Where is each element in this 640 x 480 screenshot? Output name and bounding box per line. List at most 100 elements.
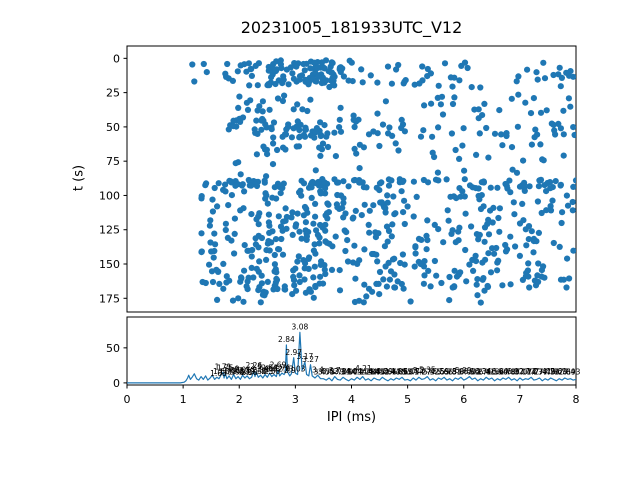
peak-annotation: 1.75 bbox=[217, 363, 234, 372]
scatter-point bbox=[398, 188, 405, 195]
scatter-point bbox=[321, 122, 328, 129]
scatter-point bbox=[526, 284, 533, 291]
scatter-point bbox=[472, 252, 479, 259]
peak-annotation: 1.68 bbox=[213, 367, 230, 376]
peak-annotation: 6.5 bbox=[486, 368, 498, 377]
scatter-point bbox=[200, 60, 207, 68]
scatter-point bbox=[478, 192, 485, 199]
scatter-point bbox=[431, 257, 438, 265]
peak-annotation: 1.79 bbox=[219, 368, 236, 377]
hist-x-ticklabel: 7 bbox=[516, 393, 523, 406]
scatter-point bbox=[382, 263, 389, 270]
scatter-point bbox=[479, 259, 486, 266]
scatter-point bbox=[446, 297, 453, 304]
scatter-point bbox=[417, 261, 424, 268]
scatter-point bbox=[322, 185, 329, 192]
scatter-point bbox=[434, 169, 441, 176]
scatter-point bbox=[287, 64, 294, 71]
scatter-point bbox=[322, 227, 329, 234]
scatter-point bbox=[547, 207, 555, 214]
scatter-point bbox=[450, 193, 457, 200]
scatter-point bbox=[569, 198, 576, 206]
scatter-point bbox=[572, 177, 576, 184]
scatter-point bbox=[423, 232, 430, 239]
peak-annotation: 7.84 bbox=[559, 368, 576, 377]
scatter-point bbox=[274, 95, 282, 102]
scatter-point bbox=[293, 143, 300, 150]
scatter-point bbox=[400, 209, 407, 216]
scatter-point bbox=[247, 182, 255, 189]
scatter-point bbox=[229, 297, 237, 304]
scatter-point bbox=[269, 194, 276, 201]
scatter-point bbox=[410, 213, 417, 220]
peak-annotation: 2.06 bbox=[234, 365, 251, 374]
scatter-point bbox=[552, 178, 559, 185]
scatter-point bbox=[278, 65, 285, 72]
scatter-point bbox=[374, 258, 381, 265]
scatter-point bbox=[223, 279, 230, 286]
scatter-point bbox=[289, 231, 296, 238]
scatter-point bbox=[210, 254, 217, 261]
scatter-point bbox=[421, 102, 428, 109]
peak-annotation: 6.2 bbox=[469, 368, 481, 377]
scatter-point bbox=[261, 292, 268, 299]
scatter-point bbox=[189, 61, 196, 68]
peak-annotation: 4.86 bbox=[391, 368, 408, 377]
scatter-point bbox=[354, 260, 361, 267]
scatter-point bbox=[274, 285, 281, 293]
scatter-point bbox=[231, 230, 238, 237]
scatter-point bbox=[296, 126, 303, 134]
scatter-point bbox=[199, 278, 206, 286]
scatter-point bbox=[560, 131, 567, 138]
scatter-point bbox=[263, 256, 270, 263]
scatter-point bbox=[270, 134, 277, 141]
scatter-point bbox=[312, 167, 319, 174]
scatter-point bbox=[273, 58, 280, 65]
peak-annotation: 2.02 bbox=[232, 367, 249, 376]
scatter-point bbox=[476, 130, 483, 137]
scatter-point bbox=[389, 132, 396, 139]
scatter-point bbox=[485, 250, 492, 257]
scatter-point bbox=[224, 60, 231, 68]
scatter-point bbox=[543, 207, 550, 214]
peak-annotation: 4.52 bbox=[372, 368, 389, 377]
scatter-point bbox=[451, 94, 458, 101]
scatter-point bbox=[392, 140, 399, 147]
scatter-point bbox=[528, 228, 535, 235]
scatter-point bbox=[285, 121, 292, 128]
scatter-point bbox=[277, 190, 284, 197]
scatter-point bbox=[525, 236, 532, 243]
scatter-point bbox=[344, 237, 351, 244]
scatter-point bbox=[324, 143, 332, 151]
scatter-point bbox=[272, 66, 279, 73]
scatter-point bbox=[556, 243, 563, 250]
scatter-point bbox=[313, 78, 320, 85]
scatter-point bbox=[252, 241, 259, 248]
scatter-point bbox=[265, 81, 272, 88]
scatter-point bbox=[300, 131, 307, 139]
scatter-point bbox=[258, 234, 265, 242]
scatter-point bbox=[263, 247, 270, 254]
scatter-point bbox=[541, 75, 549, 82]
scatter-point bbox=[495, 257, 502, 264]
scatter-point bbox=[384, 63, 392, 70]
scatter-point bbox=[416, 80, 423, 87]
scatter-point bbox=[487, 184, 494, 191]
peak-annotation: 2.8 bbox=[278, 365, 290, 374]
peak-annotation: 3.97 bbox=[341, 368, 358, 377]
peak-annotation: 3.62 bbox=[322, 367, 339, 376]
scatter-point bbox=[310, 247, 317, 254]
scatter-point bbox=[401, 78, 408, 85]
scatter-point bbox=[549, 197, 556, 204]
scatter-point bbox=[400, 285, 407, 292]
scatter-point bbox=[374, 130, 381, 137]
scatter-point bbox=[353, 150, 360, 157]
scatter-point bbox=[208, 248, 215, 255]
scatter-point bbox=[304, 107, 311, 115]
scatter-point bbox=[266, 229, 273, 236]
scatter-point bbox=[317, 221, 324, 229]
scatter-point bbox=[462, 210, 469, 217]
scatter-point bbox=[491, 130, 499, 137]
scatter-point bbox=[380, 276, 387, 283]
scatter-point bbox=[237, 171, 244, 178]
